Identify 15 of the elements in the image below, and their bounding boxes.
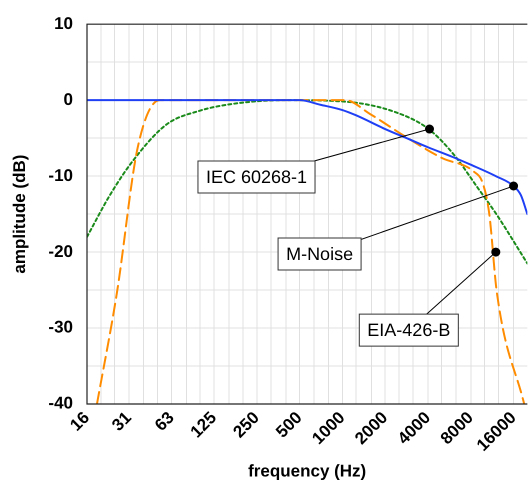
x-tick-label: 250	[229, 408, 263, 442]
y-tick-label: 0	[64, 90, 73, 109]
annotation: M-Noise	[286, 244, 354, 264]
y-tick-label: -10	[48, 166, 73, 185]
annotation: EIA-426-B	[367, 320, 450, 340]
x-tick-label: 63	[150, 408, 178, 435]
x-tick-label: 500	[272, 408, 306, 442]
y-tick-label: 10	[54, 14, 73, 33]
x-tick-label: 125	[186, 408, 220, 442]
y-tick-label: -20	[48, 242, 73, 261]
x-tick-label: 31	[108, 408, 135, 435]
x-axis-title: frequency (Hz)	[248, 461, 366, 480]
annotation: IEC 60268-1	[206, 166, 308, 187]
y-axis-title: amplitude (dB)	[10, 154, 29, 274]
y-tick-label: -30	[48, 318, 73, 337]
